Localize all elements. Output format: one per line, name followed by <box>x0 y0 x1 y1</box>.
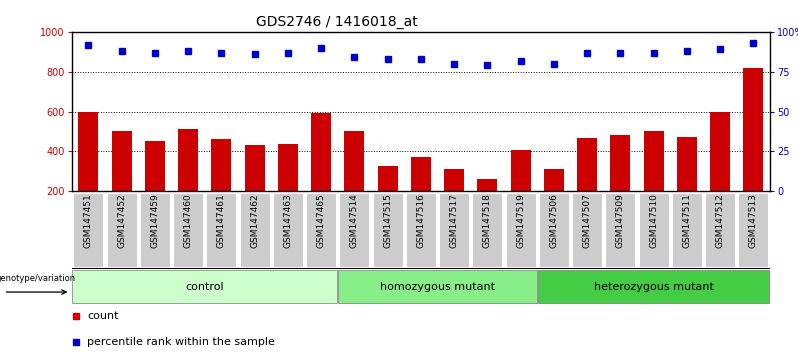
Text: GSM147462: GSM147462 <box>251 194 259 248</box>
Text: control: control <box>185 282 224 292</box>
Bar <box>311 113 331 231</box>
Bar <box>444 169 464 231</box>
Bar <box>211 139 231 231</box>
Bar <box>538 270 769 303</box>
Text: percentile rank within the sample: percentile rank within the sample <box>87 337 275 347</box>
Bar <box>73 193 104 268</box>
Bar <box>610 135 630 231</box>
Text: GSM147512: GSM147512 <box>716 194 725 248</box>
Bar <box>245 145 265 231</box>
Bar <box>377 166 397 231</box>
Bar <box>544 169 564 231</box>
Bar <box>477 179 497 231</box>
Text: GSM147465: GSM147465 <box>317 194 326 248</box>
Bar <box>373 193 403 268</box>
Bar <box>638 193 669 268</box>
Bar <box>406 193 436 268</box>
Text: homozygous mutant: homozygous mutant <box>380 282 495 292</box>
Text: GSM147460: GSM147460 <box>184 194 192 248</box>
Bar <box>239 193 270 268</box>
Text: GSM147459: GSM147459 <box>151 194 160 248</box>
Text: count: count <box>87 311 119 321</box>
Bar <box>112 131 132 231</box>
Bar <box>644 131 664 231</box>
Text: GSM147514: GSM147514 <box>350 194 359 248</box>
Bar <box>278 144 298 231</box>
Bar <box>339 193 369 268</box>
Bar <box>738 193 768 268</box>
Text: GSM147515: GSM147515 <box>383 194 392 249</box>
Bar <box>710 112 730 231</box>
Bar <box>472 193 503 268</box>
Text: genotype/variation: genotype/variation <box>0 274 76 284</box>
Bar <box>107 193 136 268</box>
Text: GSM147513: GSM147513 <box>749 194 758 249</box>
Bar <box>207 193 236 268</box>
Bar <box>705 193 735 268</box>
Bar <box>178 130 198 231</box>
Bar <box>539 193 569 268</box>
Bar <box>577 138 597 231</box>
Text: heterozygous mutant: heterozygous mutant <box>594 282 713 292</box>
Bar <box>306 193 336 268</box>
Bar <box>506 193 535 268</box>
Bar <box>338 270 536 303</box>
Text: GSM147461: GSM147461 <box>217 194 226 248</box>
Text: GSM147463: GSM147463 <box>283 194 292 248</box>
Text: GSM147506: GSM147506 <box>550 194 559 249</box>
Title: GDS2746 / 1416018_at: GDS2746 / 1416018_at <box>256 16 418 29</box>
Bar <box>511 150 531 231</box>
Bar <box>140 193 170 268</box>
Text: GSM147509: GSM147509 <box>616 194 625 249</box>
Text: GSM147518: GSM147518 <box>483 194 492 249</box>
Bar <box>744 68 764 231</box>
Bar <box>606 193 635 268</box>
Text: GSM147451: GSM147451 <box>84 194 93 248</box>
Bar <box>345 131 365 231</box>
Text: GSM147510: GSM147510 <box>650 194 658 249</box>
Bar <box>173 193 203 268</box>
Bar <box>411 157 431 231</box>
Bar <box>78 112 98 231</box>
Bar <box>572 193 602 268</box>
Bar <box>439 193 469 268</box>
Bar <box>677 137 697 231</box>
Bar <box>145 141 165 231</box>
Bar <box>273 193 303 268</box>
Text: GSM147507: GSM147507 <box>583 194 591 249</box>
Text: GSM147519: GSM147519 <box>516 194 525 249</box>
Text: GSM147511: GSM147511 <box>682 194 691 249</box>
Bar <box>672 193 702 268</box>
Text: GSM147516: GSM147516 <box>417 194 425 249</box>
Bar <box>73 270 337 303</box>
Text: GSM147517: GSM147517 <box>450 194 459 249</box>
Text: GSM147452: GSM147452 <box>117 194 126 248</box>
